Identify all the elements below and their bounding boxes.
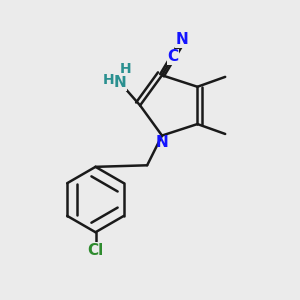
Text: H: H bbox=[103, 73, 114, 87]
Text: H: H bbox=[119, 62, 131, 76]
Text: N: N bbox=[176, 32, 188, 47]
Text: C: C bbox=[167, 49, 178, 64]
Text: N: N bbox=[156, 135, 168, 150]
Text: Cl: Cl bbox=[87, 243, 104, 258]
Text: N: N bbox=[114, 75, 127, 90]
